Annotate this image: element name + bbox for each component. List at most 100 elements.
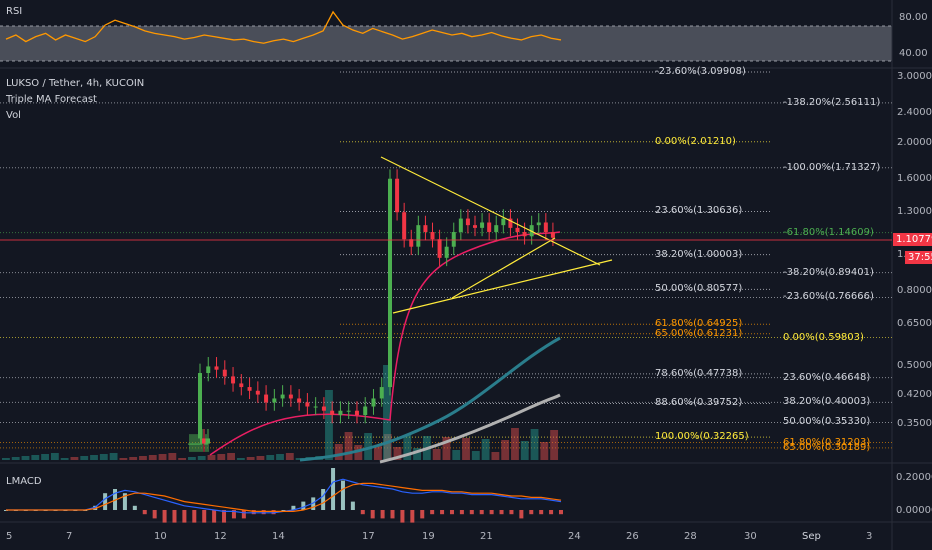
lmacd-histogram-bar xyxy=(172,510,177,523)
candle-body xyxy=(473,225,477,228)
lmacd-histogram-bar xyxy=(261,510,266,515)
volume-bar xyxy=(383,365,391,460)
time-axis-label: 3 xyxy=(866,531,873,542)
lmacd-histogram-bar xyxy=(539,510,544,515)
lmacd-histogram-bar xyxy=(331,468,336,510)
lmacd-histogram-bar xyxy=(152,510,157,519)
time-axis-label: 5 xyxy=(6,531,13,542)
volume-bar xyxy=(325,390,333,460)
fib-left-label: 88.60%(0.39752) xyxy=(655,397,743,409)
price-axis-label: 3.00000 xyxy=(897,71,932,83)
lmacd-histogram-bar xyxy=(449,510,454,515)
fib-right-label: -38.20%(0.89401) xyxy=(783,266,874,278)
moving-averages xyxy=(209,231,561,464)
candle-body xyxy=(458,218,463,233)
ma-mid-line xyxy=(299,336,561,462)
volume-bar xyxy=(442,437,451,460)
volume-bar xyxy=(295,458,304,460)
rsi-line xyxy=(5,10,562,44)
candle-body xyxy=(402,212,407,240)
symbol-title[interactable]: LUKSO / Tether, 4h, KUCOIN xyxy=(6,78,145,89)
fib-right-label: -138.20%(2.56111) xyxy=(783,96,881,108)
lmacd-histogram-bar xyxy=(122,493,127,510)
volume-bar xyxy=(197,456,206,460)
price-axis-label: 2.00000 xyxy=(897,136,932,148)
lmacd-histogram-bar xyxy=(459,510,464,515)
volume-bar xyxy=(491,452,500,460)
candle-body xyxy=(346,410,351,412)
lmacd-histogram-bar xyxy=(519,510,524,519)
volume-bar xyxy=(364,433,373,460)
volume-bar xyxy=(334,444,343,460)
fib-right-label: 61.80%(0.31203) xyxy=(783,436,871,448)
volume-bar xyxy=(80,456,89,460)
fib-left-label: 61.80%(0.64925) xyxy=(655,318,743,330)
lmacd-line xyxy=(6,478,562,514)
volume-bar xyxy=(432,449,441,460)
volume-bar xyxy=(11,457,20,460)
lmacd-histogram-bar xyxy=(202,510,207,523)
fib-left-label: -23.60%(3.09908) xyxy=(655,66,746,78)
candle-body xyxy=(280,394,285,399)
time-axis-label: 19 xyxy=(422,531,435,542)
volume-bar xyxy=(236,458,245,460)
candle-body xyxy=(264,394,269,403)
candle-body xyxy=(255,390,260,395)
lmacd-histogram-bar xyxy=(241,510,246,519)
volume-bar xyxy=(520,441,529,460)
time-axis-label: 28 xyxy=(684,531,697,542)
candle-body xyxy=(543,222,548,233)
candle-body xyxy=(416,225,421,247)
candle-body xyxy=(204,443,208,445)
lmacd-histogram-bar xyxy=(509,510,514,515)
fib-right-label: 0.00%(0.59803) xyxy=(783,331,864,343)
volume-bar xyxy=(511,428,519,460)
lmacd-histogram-bar xyxy=(231,510,236,519)
candle-body xyxy=(354,410,359,416)
fib-right-label: 23.60%(0.46648) xyxy=(783,371,871,383)
volume-bar xyxy=(148,455,157,460)
time-axis-label: 10 xyxy=(154,531,167,542)
volume-bar xyxy=(31,455,40,460)
fib-left-label: 65.00%(0.61231) xyxy=(655,327,743,339)
lmacd-histogram-bar xyxy=(212,510,217,523)
time-axis-label: Sep xyxy=(802,531,821,542)
candle-body xyxy=(206,366,211,374)
volume-bar xyxy=(207,455,216,460)
time-axis-label: 30 xyxy=(744,531,757,542)
candles xyxy=(188,169,555,452)
candle-body xyxy=(379,387,384,399)
triangle-inner xyxy=(451,237,556,299)
fib-right-label: 38.20%(0.40003) xyxy=(783,396,871,408)
lmacd-histogram-bar xyxy=(479,510,484,515)
lmacd-histogram-bar xyxy=(390,510,395,519)
candle-body xyxy=(437,239,442,258)
candle-body xyxy=(222,369,227,377)
price-axis-label: 1.30000 xyxy=(897,206,932,218)
lmacd-histogram-bar xyxy=(410,510,415,523)
candle-body xyxy=(272,398,277,403)
lmacd-label: LMACD xyxy=(6,476,42,487)
volume-bar xyxy=(21,456,30,460)
indicator-vol[interactable]: Vol xyxy=(6,110,21,121)
lmacd-histogram-bar xyxy=(113,489,118,510)
lmacd-histogram-bar xyxy=(182,510,187,523)
candle-body xyxy=(395,178,400,213)
candle-body xyxy=(508,218,513,228)
volume-bar xyxy=(109,453,118,460)
volume-bar xyxy=(50,453,59,460)
price-axis-label: 1.60000 xyxy=(897,172,932,184)
lmacd-histogram-bar xyxy=(360,510,365,515)
candle-body xyxy=(409,239,414,247)
volume-bar xyxy=(452,450,461,460)
volume-bar xyxy=(227,453,235,460)
candle-body xyxy=(536,222,541,226)
candle-body xyxy=(430,232,435,240)
time-axis-label: 24 xyxy=(568,531,581,542)
time-axis-label: 17 xyxy=(362,531,375,542)
lmacd-histogram-bar xyxy=(162,510,167,523)
price-axis-label: 2.40000 xyxy=(897,107,932,119)
indicator-triple-ma[interactable]: Triple MA Forecast xyxy=(6,94,97,105)
